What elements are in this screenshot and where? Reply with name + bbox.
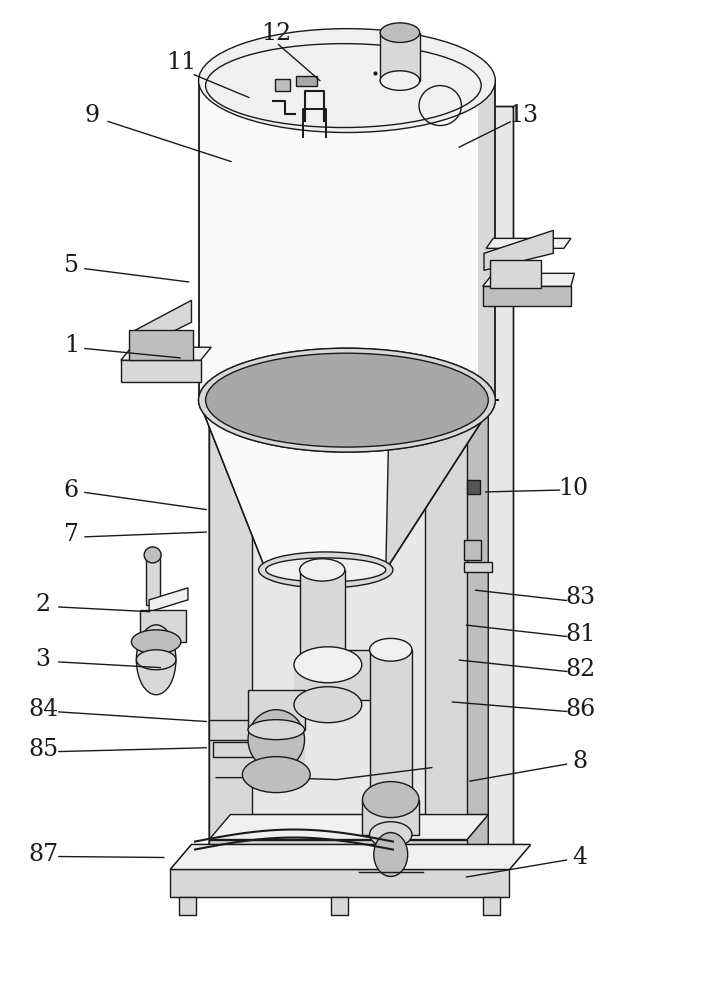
Text: 82: 82 <box>565 658 595 681</box>
Ellipse shape <box>248 720 304 740</box>
Polygon shape <box>209 106 273 131</box>
Ellipse shape <box>370 788 412 811</box>
Bar <box>478 81 496 400</box>
Polygon shape <box>209 106 230 874</box>
Bar <box>209 720 269 740</box>
Text: 11: 11 <box>166 51 196 74</box>
Bar <box>362 800 419 835</box>
Ellipse shape <box>266 558 386 582</box>
Text: 5: 5 <box>64 254 79 277</box>
Bar <box>230 106 513 850</box>
Ellipse shape <box>137 650 176 670</box>
Bar <box>212 742 262 757</box>
Bar <box>209 840 467 874</box>
Bar <box>179 897 196 915</box>
Polygon shape <box>209 815 489 840</box>
Polygon shape <box>467 106 489 874</box>
Ellipse shape <box>374 833 408 876</box>
Polygon shape <box>209 815 489 840</box>
Bar <box>248 730 304 780</box>
Text: 86: 86 <box>565 698 595 721</box>
Text: 3: 3 <box>35 648 50 671</box>
Ellipse shape <box>380 23 420 42</box>
Text: 13: 13 <box>508 104 539 127</box>
Text: 8: 8 <box>573 750 588 773</box>
Bar <box>146 555 160 605</box>
Ellipse shape <box>132 630 181 654</box>
Ellipse shape <box>198 348 496 452</box>
Ellipse shape <box>380 71 420 90</box>
Bar <box>130 330 193 360</box>
Text: 87: 87 <box>28 843 58 866</box>
Ellipse shape <box>137 625 176 695</box>
Bar <box>464 562 492 572</box>
Text: 6: 6 <box>64 479 79 502</box>
Bar <box>294 665 362 705</box>
Polygon shape <box>171 845 531 869</box>
Polygon shape <box>483 273 574 286</box>
Polygon shape <box>486 238 571 248</box>
Polygon shape <box>132 300 191 352</box>
Bar <box>425 131 467 874</box>
Bar <box>140 610 185 642</box>
Polygon shape <box>484 230 553 270</box>
Ellipse shape <box>205 353 489 447</box>
Text: 85: 85 <box>28 738 58 761</box>
Ellipse shape <box>299 654 345 676</box>
Bar <box>275 79 290 91</box>
Bar <box>296 76 317 86</box>
Ellipse shape <box>144 547 161 563</box>
Bar <box>484 897 501 915</box>
Bar <box>198 81 496 400</box>
Polygon shape <box>149 588 188 612</box>
Bar <box>333 650 400 700</box>
Bar <box>370 650 412 800</box>
Bar <box>380 33 420 81</box>
Bar <box>248 690 304 730</box>
Ellipse shape <box>294 687 362 723</box>
Text: 83: 83 <box>565 586 595 609</box>
Ellipse shape <box>258 552 393 588</box>
Bar <box>464 540 481 560</box>
Text: 1: 1 <box>64 334 79 357</box>
Bar <box>467 480 480 494</box>
Bar <box>331 897 348 915</box>
Polygon shape <box>121 347 211 360</box>
Ellipse shape <box>294 647 362 683</box>
Bar <box>299 570 345 665</box>
Polygon shape <box>386 400 499 570</box>
Ellipse shape <box>242 757 310 793</box>
Text: 7: 7 <box>64 523 79 546</box>
Ellipse shape <box>362 782 419 818</box>
Text: 9: 9 <box>85 104 100 127</box>
Bar <box>490 260 540 288</box>
Text: 4: 4 <box>573 846 588 869</box>
Bar <box>209 131 251 874</box>
Ellipse shape <box>370 822 412 847</box>
Polygon shape <box>483 286 571 306</box>
Polygon shape <box>425 106 489 131</box>
Polygon shape <box>171 845 531 869</box>
Text: 81: 81 <box>565 623 595 646</box>
Bar <box>171 869 510 897</box>
Ellipse shape <box>299 559 345 581</box>
Ellipse shape <box>198 29 496 133</box>
Ellipse shape <box>248 710 304 770</box>
Text: 84: 84 <box>28 698 58 721</box>
Text: 10: 10 <box>558 477 588 500</box>
Ellipse shape <box>370 638 412 661</box>
Polygon shape <box>198 400 496 570</box>
Text: 2: 2 <box>35 593 51 616</box>
Text: 12: 12 <box>261 22 292 45</box>
Polygon shape <box>121 360 200 382</box>
